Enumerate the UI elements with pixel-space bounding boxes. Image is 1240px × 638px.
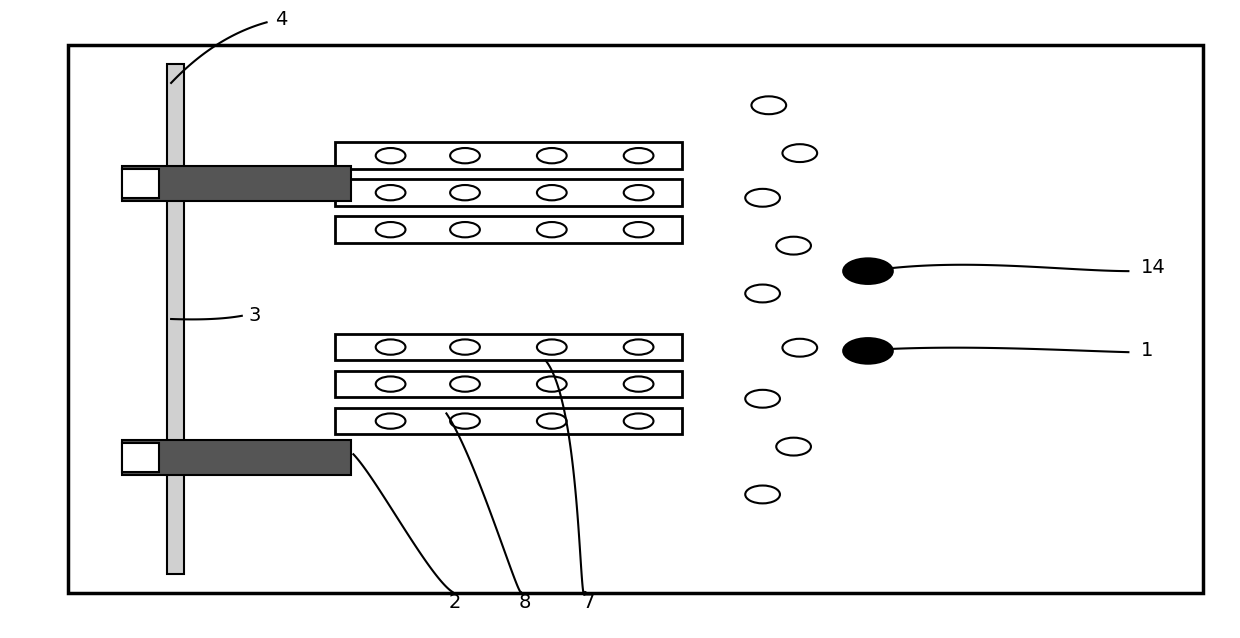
Circle shape bbox=[751, 96, 786, 114]
Text: 7: 7 bbox=[583, 593, 595, 612]
Circle shape bbox=[745, 486, 780, 503]
Circle shape bbox=[843, 338, 893, 364]
Bar bbox=[68, 45, 1203, 593]
Circle shape bbox=[843, 258, 893, 284]
Circle shape bbox=[624, 185, 653, 200]
Bar bbox=[335, 179, 682, 206]
Text: 4: 4 bbox=[275, 10, 288, 29]
Circle shape bbox=[537, 413, 567, 429]
Bar bbox=[167, 64, 184, 574]
Text: 8: 8 bbox=[518, 593, 531, 612]
Circle shape bbox=[624, 376, 653, 392]
Circle shape bbox=[745, 390, 780, 408]
Circle shape bbox=[450, 148, 480, 163]
Circle shape bbox=[537, 376, 567, 392]
Circle shape bbox=[376, 222, 405, 237]
Circle shape bbox=[376, 339, 405, 355]
Circle shape bbox=[537, 339, 567, 355]
Circle shape bbox=[376, 376, 405, 392]
Circle shape bbox=[376, 185, 405, 200]
Text: 3: 3 bbox=[248, 306, 260, 325]
Text: 2: 2 bbox=[449, 593, 461, 612]
Bar bbox=[335, 142, 682, 169]
Bar bbox=[122, 169, 159, 198]
Circle shape bbox=[776, 237, 811, 255]
Circle shape bbox=[450, 222, 480, 237]
Circle shape bbox=[376, 413, 405, 429]
Circle shape bbox=[450, 413, 480, 429]
Bar bbox=[335, 408, 682, 434]
Bar bbox=[335, 371, 682, 397]
Bar bbox=[335, 334, 682, 360]
Circle shape bbox=[450, 339, 480, 355]
Circle shape bbox=[624, 148, 653, 163]
Circle shape bbox=[782, 144, 817, 162]
Circle shape bbox=[537, 148, 567, 163]
Circle shape bbox=[537, 222, 567, 237]
Circle shape bbox=[745, 189, 780, 207]
Circle shape bbox=[450, 185, 480, 200]
Circle shape bbox=[376, 148, 405, 163]
Text: 14: 14 bbox=[1141, 258, 1166, 278]
Circle shape bbox=[745, 285, 780, 302]
Circle shape bbox=[450, 376, 480, 392]
Circle shape bbox=[537, 185, 567, 200]
Bar bbox=[122, 440, 351, 475]
Circle shape bbox=[776, 438, 811, 456]
Bar bbox=[335, 216, 682, 243]
Circle shape bbox=[624, 413, 653, 429]
Circle shape bbox=[782, 339, 817, 357]
Circle shape bbox=[624, 222, 653, 237]
Circle shape bbox=[624, 339, 653, 355]
Text: 1: 1 bbox=[1141, 341, 1153, 360]
Bar bbox=[122, 443, 159, 472]
Bar bbox=[122, 166, 351, 201]
